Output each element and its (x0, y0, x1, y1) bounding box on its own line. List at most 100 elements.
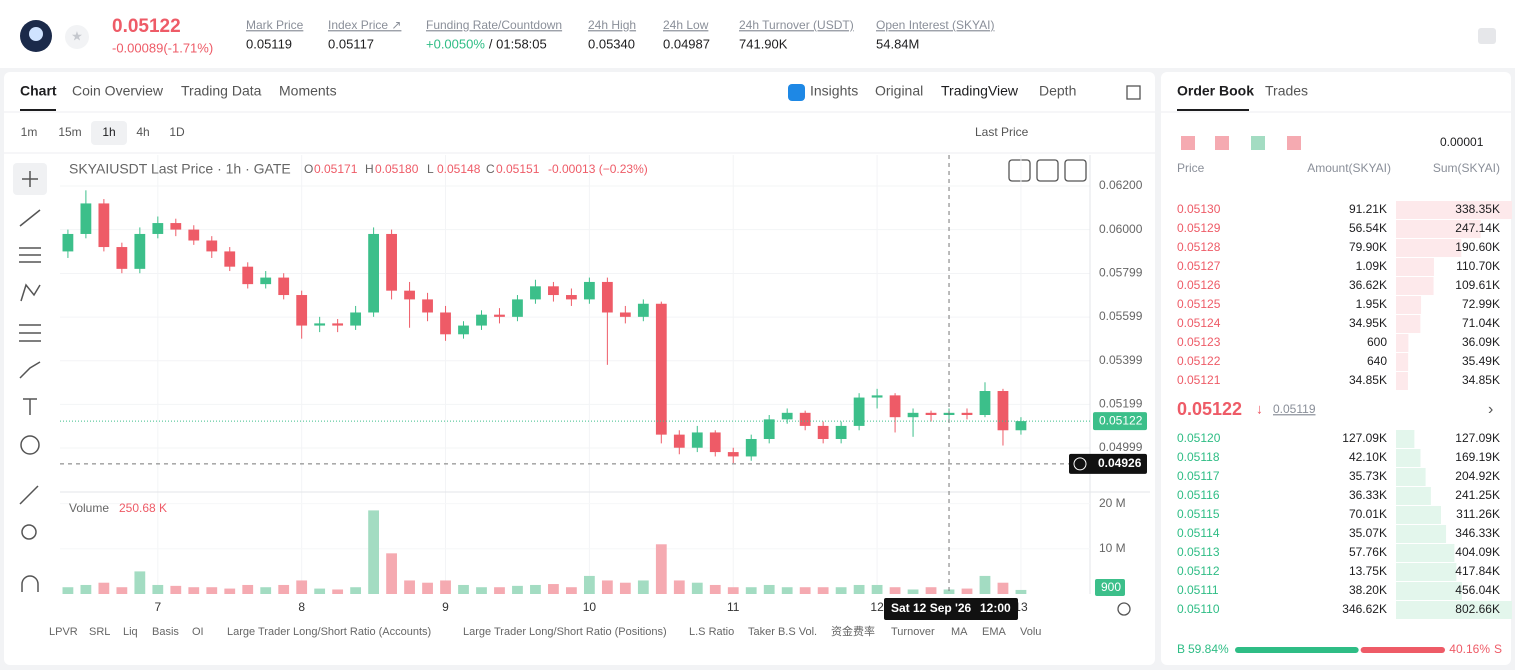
volume-bar (530, 584, 541, 594)
crosshair-tool[interactable] (22, 171, 38, 187)
book-price[interactable]: 0.05120 (1177, 431, 1221, 445)
chart-tab[interactable]: Chart (20, 83, 57, 99)
book-price[interactable]: 0.05121 (1177, 373, 1221, 387)
zoom-tool[interactable] (21, 524, 37, 540)
indicator[interactable]: Large Trader Long/Short Ratio (Positions… (463, 626, 667, 638)
book-mode-button[interactable] (1251, 136, 1265, 150)
volume-axis-box (1095, 579, 1125, 596)
book-price[interactable]: 0.05114 (1177, 526, 1220, 540)
fullscreen-button[interactable] (1064, 159, 1087, 182)
indicator[interactable]: Large Trader Long/Short Ratio (Accounts) (227, 626, 431, 638)
indicator[interactable]: Taker B.S Vol. (748, 626, 817, 638)
expand[interactable]: › (1488, 401, 1493, 418)
book-sum: 36.09K (1462, 335, 1500, 349)
book-price[interactable]: 0.05111 (1177, 583, 1219, 597)
volume-bar (691, 582, 703, 594)
indicator[interactable]: LPVR (49, 626, 78, 638)
text-tool[interactable] (23, 398, 37, 415)
book-tab[interactable]: Order Book (1177, 83, 1254, 99)
drawing-tools[interactable] (19, 171, 41, 592)
book-price[interactable]: 0.05124 (1177, 316, 1221, 330)
book-price[interactable]: 0.05126 (1177, 278, 1221, 292)
candle-body (170, 223, 182, 230)
fib-tool[interactable] (19, 247, 41, 263)
magnet-tool[interactable] (21, 575, 39, 592)
brush-tool[interactable] (19, 361, 41, 379)
candle-body (188, 229, 200, 241)
coin-logo-eye (29, 27, 43, 41)
book-mode-button[interactable] (1287, 136, 1301, 150)
indicator[interactable]: SRL (89, 626, 110, 638)
indicator[interactable]: 资金费率 (831, 624, 875, 638)
candle-body (961, 412, 973, 416)
book-sum: 71.04K (1462, 316, 1500, 330)
book-price[interactable]: 0.05130 (1177, 202, 1221, 216)
interval[interactable]: 1m (21, 125, 38, 139)
book-price[interactable]: 0.05112 (1177, 564, 1220, 578)
interval[interactable]: 1h (102, 125, 115, 139)
pattern-tool[interactable] (20, 283, 41, 302)
view-tab[interactable]: Insights (810, 83, 858, 99)
interval[interactable]: 1D (169, 125, 185, 139)
favorite-button[interactable] (65, 25, 89, 49)
candle-body (332, 323, 344, 326)
volume-bar (116, 587, 128, 594)
trend-line-tool[interactable] (19, 209, 41, 227)
indicator[interactable]: L.S Ratio (689, 626, 734, 638)
interval[interactable]: 15m (58, 125, 81, 139)
chart-tab[interactable]: Moments (279, 83, 337, 99)
candle-body (224, 251, 236, 267)
chart-tab[interactable]: Trading Data (181, 83, 262, 99)
ruler-tool[interactable] (19, 485, 39, 505)
indicator[interactable]: EMA (982, 626, 1007, 638)
volume-axis-label: 900 (1101, 580, 1121, 594)
interval[interactable]: 4h (136, 125, 149, 139)
chart-tab[interactable]: Coin Overview (72, 83, 164, 99)
precision[interactable]: 0.00001 (1440, 135, 1484, 149)
book-mode-button[interactable] (1215, 136, 1229, 150)
book-price[interactable]: 0.05117 (1177, 469, 1220, 483)
menu-button[interactable] (1478, 28, 1496, 44)
stat-label: 24h High (588, 18, 636, 32)
settings-button[interactable] (1117, 602, 1131, 616)
chart-buttons[interactable] (1008, 85, 1141, 616)
scroll-button[interactable] (1008, 159, 1031, 182)
volume-bar (907, 589, 919, 594)
add-alert[interactable] (1073, 457, 1087, 471)
collapse-button[interactable] (1036, 159, 1059, 182)
view-tab[interactable]: TradingView (941, 83, 1019, 99)
book-price[interactable]: 0.05113 (1177, 545, 1220, 559)
indicator[interactable]: Liq (123, 626, 138, 638)
depth-bar (1396, 449, 1421, 467)
price-type[interactable]: Last Price (975, 125, 1029, 139)
window-button[interactable] (1126, 85, 1141, 100)
crosshair-date: Sat 12 Sep '26 (891, 601, 972, 615)
book-price[interactable]: 0.05128 (1177, 240, 1221, 254)
volume-bar (566, 587, 577, 594)
book-price[interactable]: 0.05129 (1177, 221, 1221, 235)
book-price[interactable]: 0.05116 (1177, 488, 1220, 502)
book-amount: 34.95K (1349, 316, 1387, 330)
view-tab[interactable]: Depth (1039, 83, 1076, 99)
book-price[interactable]: 0.05110 (1177, 602, 1220, 616)
book-price[interactable]: 0.05125 (1177, 297, 1221, 311)
projection-tool[interactable] (19, 324, 41, 342)
book-tab[interactable]: Trades (1265, 83, 1308, 99)
indicator[interactable]: Turnover (891, 626, 935, 638)
indicator[interactable]: Basis (152, 626, 179, 638)
indicator[interactable]: OI (192, 626, 204, 638)
indicator[interactable]: Volu (1020, 626, 1041, 638)
emoji-tool[interactable] (20, 435, 40, 455)
indicator[interactable]: MA (951, 626, 968, 638)
candle-body (781, 412, 793, 420)
book-price[interactable]: 0.05118 (1177, 450, 1220, 464)
book-price[interactable]: 0.05115 (1177, 507, 1220, 521)
book-price[interactable]: 0.05127 (1177, 259, 1221, 273)
book-price[interactable]: 0.05122 (1177, 354, 1221, 368)
book-price[interactable]: 0.05123 (1177, 335, 1221, 349)
view-tab[interactable]: Original (875, 83, 923, 99)
book-mode-button[interactable] (1181, 136, 1195, 150)
candle-body (116, 247, 128, 269)
